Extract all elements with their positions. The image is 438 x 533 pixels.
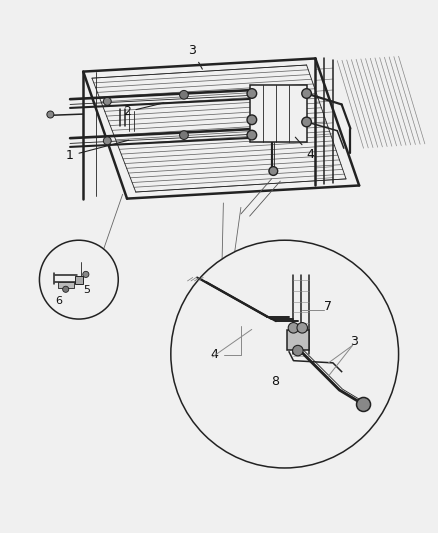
Circle shape xyxy=(39,240,118,319)
Text: 7: 7 xyxy=(324,300,332,313)
Bar xyxy=(58,282,74,287)
Circle shape xyxy=(269,167,278,175)
Text: 4: 4 xyxy=(295,137,314,161)
Circle shape xyxy=(63,286,69,292)
Text: 5: 5 xyxy=(83,285,90,295)
Circle shape xyxy=(180,131,188,140)
Circle shape xyxy=(103,137,111,145)
Circle shape xyxy=(357,398,371,411)
Circle shape xyxy=(47,111,54,118)
Circle shape xyxy=(293,345,303,356)
Circle shape xyxy=(83,271,89,278)
Circle shape xyxy=(302,117,311,127)
Circle shape xyxy=(103,98,111,106)
Polygon shape xyxy=(92,65,346,192)
Circle shape xyxy=(247,115,257,125)
Text: 4: 4 xyxy=(210,326,241,361)
Circle shape xyxy=(302,88,311,98)
Circle shape xyxy=(180,91,188,99)
Text: 3: 3 xyxy=(350,335,358,349)
Text: 6: 6 xyxy=(56,296,63,306)
Circle shape xyxy=(288,322,299,333)
Circle shape xyxy=(247,88,257,98)
Circle shape xyxy=(297,322,307,333)
Text: 2: 2 xyxy=(123,103,164,118)
Circle shape xyxy=(171,240,399,468)
Bar xyxy=(75,276,83,284)
Circle shape xyxy=(247,130,257,140)
Text: 3: 3 xyxy=(188,44,202,69)
Text: 1: 1 xyxy=(66,140,129,162)
Bar xyxy=(250,85,307,142)
Text: 8: 8 xyxy=(272,375,279,388)
Bar xyxy=(287,330,309,350)
